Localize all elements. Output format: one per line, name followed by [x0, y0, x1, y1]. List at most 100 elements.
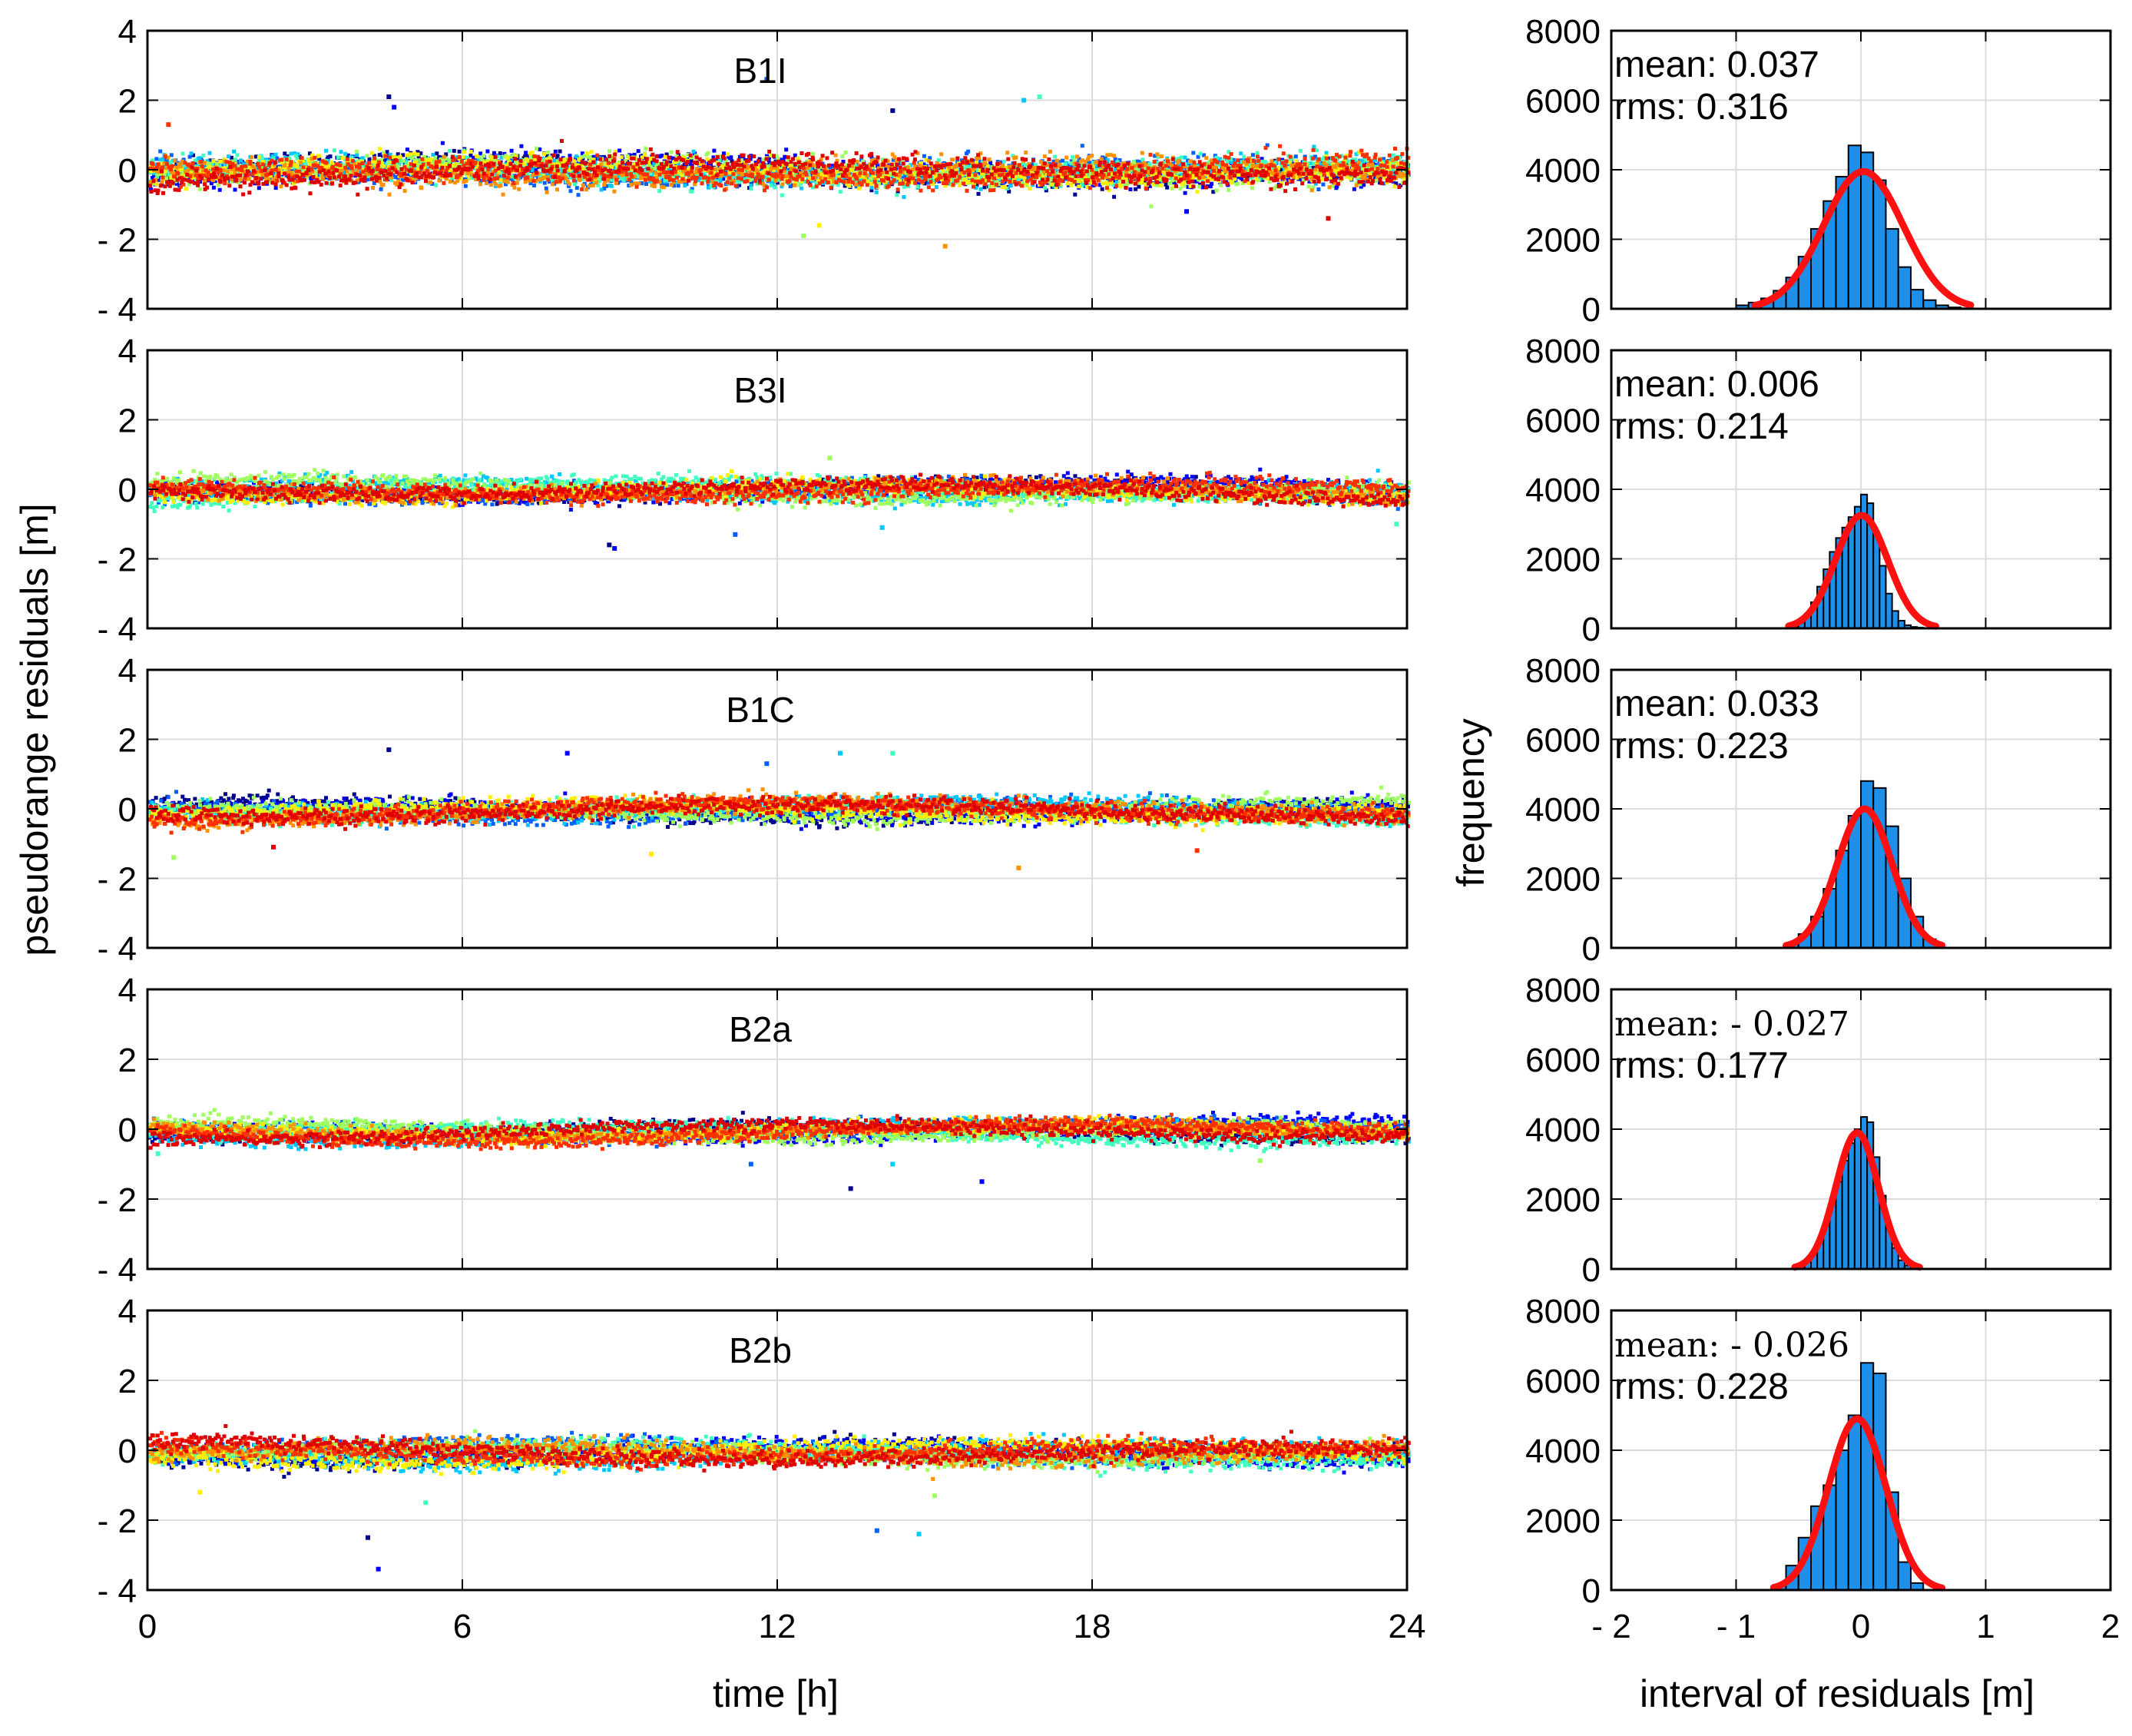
scatter-4-outlier-0 — [366, 1535, 370, 1540]
hist-9-xtick-label-3: 1 — [1976, 1608, 1995, 1645]
scatter-3-ytick-label-1: 2 — [118, 1042, 137, 1079]
scatter-1-ytick-label-2: 0 — [118, 472, 137, 509]
left-y-axis-title: pseudorange residuals [m] — [13, 503, 56, 956]
hist-6-ytick-label-2: 4000 — [1525, 472, 1601, 509]
scatter-4-ytick-label-1: 2 — [118, 1363, 137, 1400]
scatter-4-ytick-label-0: 4 — [118, 1293, 137, 1330]
scatter-0-outlier-7 — [942, 244, 948, 249]
hist-8-ytick-label-2: 4000 — [1525, 1112, 1601, 1149]
scatter-2-ytick-label-4: - 4 — [98, 930, 137, 968]
frame-layer — [146, 29, 2112, 1592]
scatter-4-outlier-4 — [423, 1500, 429, 1506]
scatter-0-ytick-label-3: - 2 — [98, 222, 137, 260]
scatter-0-outlier-6 — [816, 223, 822, 228]
scatter-0-ytick-label-0: 4 — [118, 13, 137, 51]
scatter-4-xtick-label-1: 6 — [453, 1608, 472, 1645]
hist-7-fit-curve — [1783, 805, 1946, 949]
scatter-3-outlier-3 — [890, 1161, 896, 1167]
hist-9-bar-7 — [1860, 1362, 1875, 1591]
hist-8-bar-7 — [1841, 1159, 1849, 1270]
scatter-1-ytick-label-3: - 2 — [98, 542, 137, 579]
hist-8-ytick-label-1: 6000 — [1525, 1042, 1601, 1079]
scatter-2-points — [147, 747, 1411, 870]
hist-8-mean-label: mean: - 0.027 — [1614, 1005, 1849, 1044]
hist-6-rms-label: rms: 0.214 — [1614, 406, 1789, 447]
scatter-0-series-5 — [148, 146, 1409, 209]
hist-7-ytick-label-2: 4000 — [1525, 791, 1601, 829]
hist-9-ytick-label-4: 0 — [1582, 1572, 1601, 1610]
hist-9-ytick-label-2: 4000 — [1525, 1433, 1601, 1470]
scatter-2-outlier-2 — [764, 761, 770, 767]
scatter-2-ytick-label-0: 4 — [118, 652, 137, 690]
hist-8-bar-9 — [1853, 1128, 1862, 1270]
scatter-2-outlier-0 — [386, 747, 392, 753]
scatter-0-outlier-2 — [764, 77, 770, 82]
hist-6-bar-16 — [1891, 610, 1899, 629]
scatter-4-series-9 — [148, 1424, 1411, 1473]
scatter-2-series-9 — [149, 793, 1410, 831]
scatter-0-points — [147, 77, 1411, 249]
hist-5-fit-curve — [1751, 167, 1975, 310]
scatter-2-ytick-label-1: 2 — [118, 722, 137, 760]
scatter-1-series-3 — [147, 469, 1411, 511]
hist-5-ytick-label-4: 0 — [1582, 291, 1601, 329]
hist-8-fit-curve — [1791, 1128, 1923, 1271]
hist-8-ytick-label-0: 8000 — [1525, 972, 1601, 1009]
scatter-4-ytick-label-3: - 2 — [98, 1502, 137, 1540]
right-x-axis-title: interval of residuals [m] — [1640, 1672, 2034, 1715]
scatter-1-outlier-0 — [607, 542, 612, 548]
scatter-2-outlier-8 — [1194, 848, 1200, 853]
hist-7-ytick-label-4: 0 — [1582, 930, 1601, 968]
hist-5-bar-13 — [1897, 266, 1912, 310]
hist-8-ytick-label-3: 2000 — [1525, 1181, 1601, 1219]
scatter-0-ytick-label-4: - 4 — [98, 291, 137, 329]
scatter-4-points — [147, 1424, 1411, 1572]
hist-8-bars — [1797, 1116, 1918, 1271]
left-x-axis-title: time [h] — [713, 1672, 839, 1715]
hist-9-mean-label: mean: - 0.026 — [1614, 1326, 1849, 1365]
scatter-0-outlier-8 — [166, 122, 171, 128]
scatter-0-series-8 — [148, 144, 1411, 193]
scatter-4-xtick-label-4: 24 — [1389, 1608, 1426, 1645]
scatter-4-outlier-2 — [874, 1528, 879, 1533]
hist-7-ytick-label-3: 2000 — [1525, 861, 1601, 899]
hist-5-bar-12 — [1885, 227, 1899, 310]
scatter-0-outlier-1 — [392, 104, 397, 110]
hist-9-rms-label: rms: 0.228 — [1614, 1367, 1789, 1407]
scatter-3-ytick-label-4: - 4 — [98, 1251, 137, 1289]
scatter-1-outlier-2 — [733, 532, 738, 537]
scatter-0-outlier-10 — [890, 108, 896, 114]
hist-6-ytick-label-3: 2000 — [1525, 542, 1601, 579]
hist-9-bar-6 — [1847, 1414, 1862, 1591]
hist-5-ytick-label-1: 6000 — [1525, 83, 1601, 121]
hist-6-ytick-label-4: 0 — [1582, 611, 1601, 648]
scatter-1-outlier-4 — [1394, 522, 1399, 527]
scatter-0-title: B1I — [733, 51, 786, 91]
hist-9-bar-5 — [1835, 1449, 1849, 1591]
hist-5-ytick-label-2: 4000 — [1525, 152, 1601, 190]
hist-6-bar-10 — [1853, 505, 1862, 629]
scatter-0-outlier-0 — [386, 94, 392, 99]
hist-9-xtick-label-1: - 1 — [1717, 1608, 1756, 1645]
scatter-2-title: B1C — [726, 690, 794, 730]
hist-6-ytick-label-1: 6000 — [1525, 403, 1601, 440]
hist-9-fit-curve — [1769, 1415, 1946, 1592]
scatter-4-outlier-6 — [197, 1489, 203, 1495]
scatter-2-outlier-6 — [649, 851, 654, 856]
hist-6-bar-15 — [1885, 592, 1893, 629]
scatter-0-ytick-label-1: 2 — [118, 83, 137, 121]
scatter-2-outlier-4 — [890, 750, 896, 756]
scatter-2-outlier-3 — [838, 750, 843, 756]
scatter-0-outlier-4 — [1037, 94, 1042, 99]
scatter-4-xtick-label-3: 18 — [1074, 1608, 1111, 1645]
scatter-1-outlier-1 — [612, 545, 617, 551]
scatter-2-outlier-1 — [564, 750, 570, 756]
scatter-4-xtick-label-2: 12 — [759, 1608, 796, 1645]
hist-6-ytick-label-0: 8000 — [1525, 333, 1601, 370]
hist-7-ytick-label-1: 6000 — [1525, 722, 1601, 760]
scatter-1-outlier-5 — [827, 456, 833, 461]
scatter-4-ytick-label-4: - 4 — [98, 1572, 137, 1610]
scatter-1-title: B3I — [733, 370, 786, 410]
